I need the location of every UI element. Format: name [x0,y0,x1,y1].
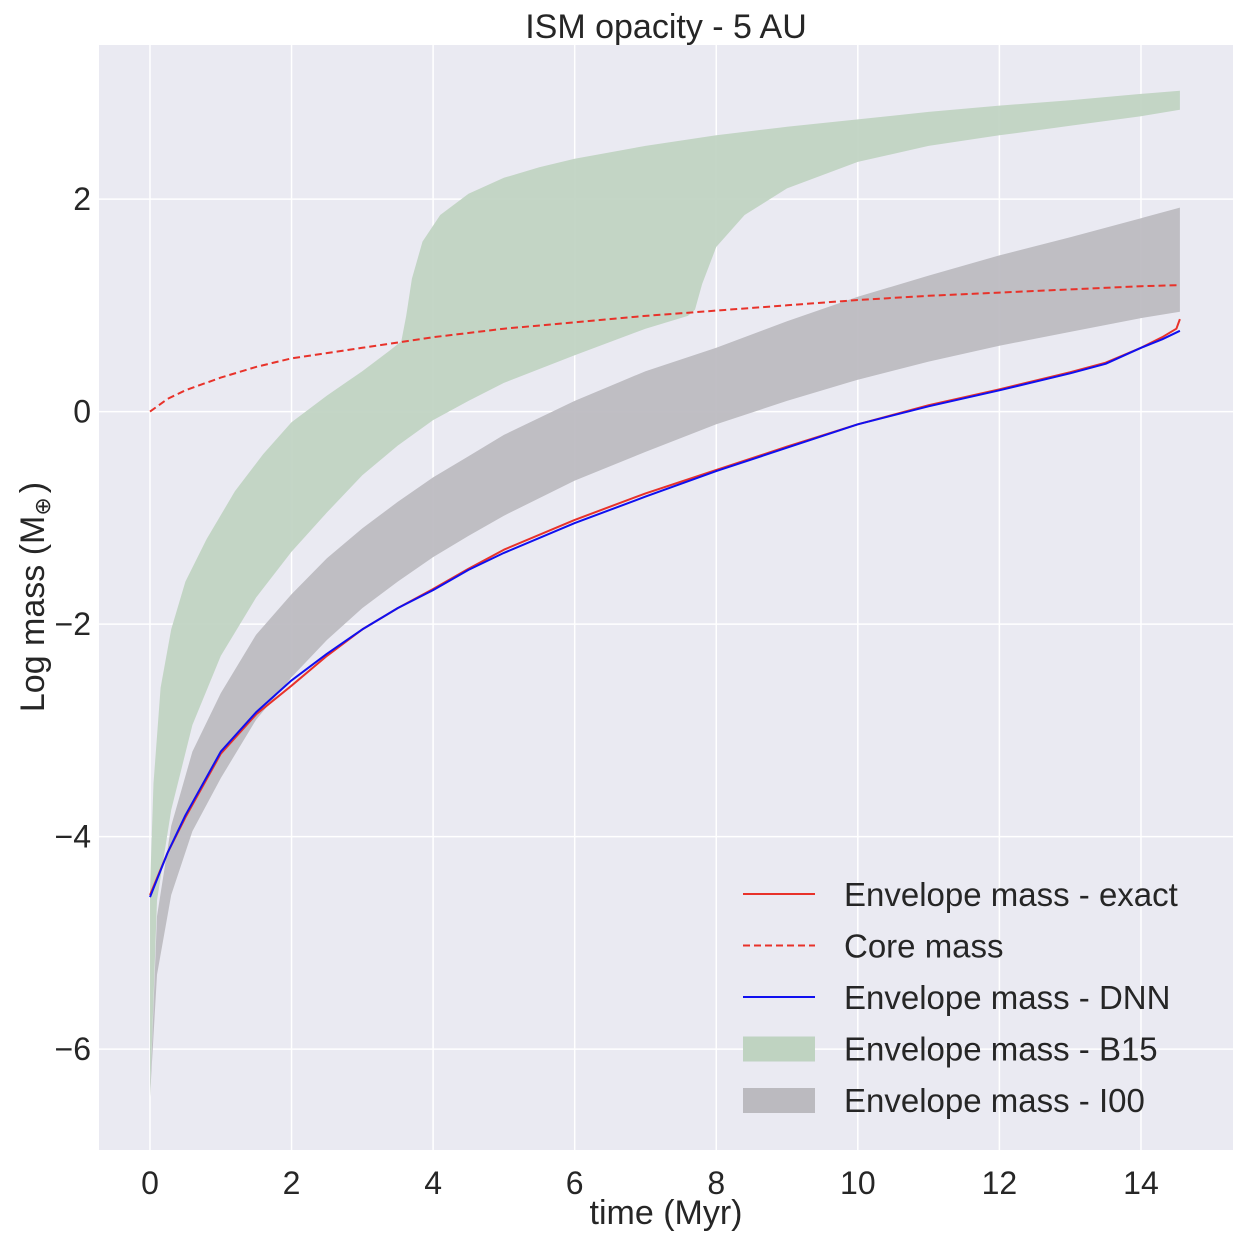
y-tick-label: −6 [55,1031,91,1067]
legend-swatch-patch [743,1088,815,1113]
legend-label: Envelope mass - exact [844,876,1178,913]
x-axis-label: time (Myr) [590,1194,743,1232]
band-i00 [150,207,1180,1097]
x-tick-label: 6 [566,1165,584,1201]
series-line-core [149,284,1180,413]
x-tick-label: 0 [141,1165,159,1201]
y-tick-labels: −6 −4 −2 0 2 [55,181,91,1067]
y-tick-label: 0 [73,394,91,430]
earth-symbol: ⊕ [30,497,55,515]
y-axis-label-close: ) [14,482,52,493]
legend-item: Envelope mass - DNN [743,979,1170,1016]
legend-label: Core mass [844,928,1004,965]
legend-label: Envelope mass - I00 [844,1082,1145,1119]
series-line-dnn [149,329,1181,898]
x-tick-label: 12 [982,1165,1018,1201]
x-tick-label: 10 [840,1165,876,1201]
y-axis-label-text: Log mass (M [14,516,52,713]
bands [150,90,1180,1097]
chart-title: ISM opacity - 5 AU [525,8,807,46]
x-tick-label: 14 [1123,1165,1159,1201]
legend-label: Envelope mass - DNN [844,979,1170,1016]
legend-item: Envelope mass - I00 [743,1082,1145,1119]
legend-item: Envelope mass - B15 [743,1031,1158,1068]
y-tick-label: −2 [55,606,91,642]
legend-item: Core mass [743,928,1004,965]
series-line-exact [149,318,1181,896]
legend-item: Envelope mass - exact [743,876,1178,913]
legend: Envelope mass - exact Core mass Envelope m… [743,876,1178,1119]
y-tick-label: −4 [55,819,91,855]
x-tick-label: 2 [283,1165,301,1201]
legend-label: Envelope mass - B15 [844,1031,1158,1068]
band-b15 [150,90,1180,1097]
x-tick-label: 8 [707,1165,725,1201]
y-tick-label: 2 [73,181,91,217]
x-tick-label: 4 [424,1165,442,1201]
y-axis-label: Log mass (M⊕) [14,482,55,712]
series-lines [149,284,1181,898]
legend-swatch-patch [743,1036,815,1062]
x-tick-labels: 0 2 4 6 8 10 12 14 [141,1165,1159,1201]
